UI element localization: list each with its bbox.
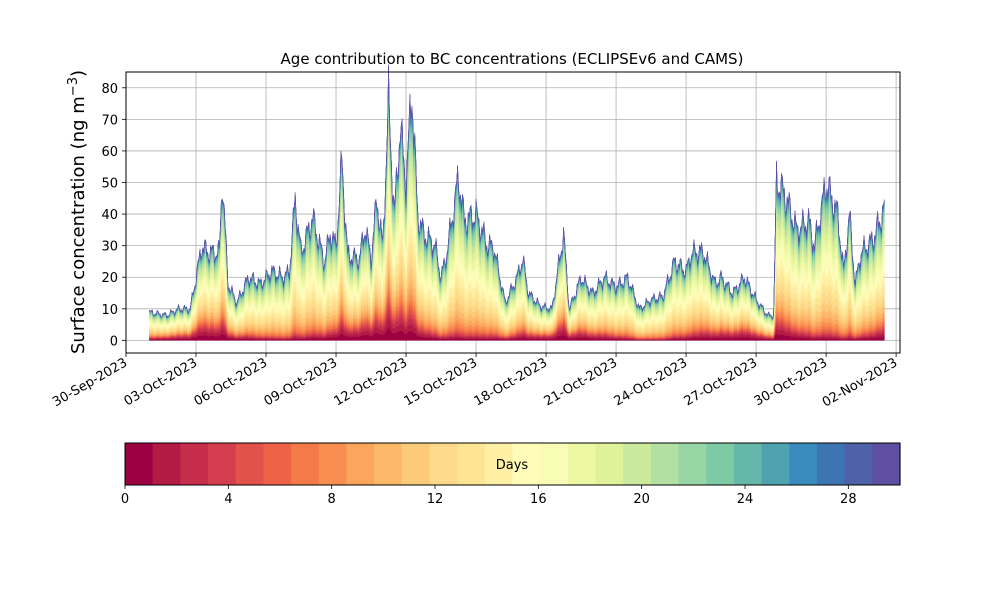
- x-ticks: 30-Sep-202303-Oct-202306-Oct-202309-Oct-…: [50, 353, 900, 410]
- y-axis-label-superscript: −3: [66, 77, 81, 96]
- colorbar-swatch: [706, 443, 735, 485]
- colorbar-tick-label: 24: [737, 492, 754, 507]
- x-tick-label: 12-Oct-2023: [332, 355, 410, 409]
- x-tick-label: 06-Oct-2023: [192, 355, 270, 409]
- colorbar-swatch: [678, 443, 707, 485]
- x-tick-label: 30-Sep-2023: [50, 355, 130, 410]
- y-axis-label-close: ): [68, 70, 89, 77]
- x-tick-label: 30-Oct-2023: [752, 355, 830, 409]
- y-axis-label: Surface concentration (ng m−3): [66, 70, 89, 354]
- y-tick-label: 0: [110, 334, 118, 349]
- colorbar-swatch: [844, 443, 873, 485]
- colorbar: Days 0 4 8 12 16 20 24 28: [121, 442, 901, 507]
- colorbar-swatch: [816, 443, 846, 485]
- colorbar-tick-label: 8: [328, 492, 336, 507]
- y-tick-label: 60: [101, 145, 118, 160]
- y-tick-label: 10: [101, 303, 118, 318]
- colorbar-swatch: [263, 443, 292, 485]
- y-tick-label: 50: [101, 177, 118, 192]
- x-tick-label: 21-Oct-2023: [542, 355, 620, 409]
- colorbar-swatch: [512, 443, 541, 485]
- axes-frame: [125, 71, 901, 354]
- colorbar-swatch: [401, 443, 431, 485]
- x-tick-label: 15-Oct-2023: [402, 355, 480, 409]
- y-tick-label: 20: [101, 271, 118, 286]
- colorbar-label: Days: [496, 458, 529, 473]
- colorbar-ticks: 0 4 8 12 16 20 24 28: [121, 485, 857, 507]
- colorbar-swatches: [125, 443, 901, 485]
- colorbar-swatch: [733, 443, 763, 485]
- colorbar-tick-label: 28: [840, 492, 857, 507]
- colorbar-swatch: [484, 443, 514, 485]
- colorbar-swatch: [152, 443, 181, 485]
- colorbar-swatch: [567, 443, 597, 485]
- y-ticks: 0 10 20 30 40 50 60 70 80: [101, 82, 126, 349]
- colorbar-swatch: [872, 443, 901, 485]
- colorbar-swatch: [595, 443, 624, 485]
- x-tick-label: 02-Nov-2023: [820, 355, 900, 410]
- plot-frame: [125, 71, 901, 354]
- colorbar-frame: [124, 442, 901, 486]
- colorbar-tick-label: 12: [427, 492, 444, 507]
- colorbar-tick-label: 20: [633, 492, 650, 507]
- colorbar-swatch: [180, 443, 209, 485]
- y-axis-label-main: Surface concentration (ng m: [68, 96, 89, 354]
- colorbar-swatch: [623, 443, 652, 485]
- stacked-area-layer: [149, 64, 885, 341]
- colorbar-swatch: [540, 443, 569, 485]
- y-tick-label: 30: [101, 240, 118, 255]
- y-tick-label: 70: [101, 113, 118, 128]
- age-layer-day-27: [149, 64, 885, 320]
- colorbar-swatch: [235, 443, 264, 485]
- colorbar-swatch: [346, 443, 375, 485]
- colorbar-swatch: [318, 443, 348, 485]
- colorbar-swatch: [789, 443, 818, 485]
- colorbar-tick-label: 16: [530, 492, 547, 507]
- chart-title: Age contribution to BC concentrations (E…: [281, 50, 744, 68]
- y-tick-label: 40: [101, 208, 118, 223]
- colorbar-tick-label: 4: [224, 492, 232, 507]
- colorbar-tick-label: 0: [121, 492, 129, 507]
- colorbar-swatch: [761, 443, 790, 485]
- y-tick-label: 80: [101, 82, 118, 97]
- x-tick-label: 27-Oct-2023: [682, 355, 760, 409]
- x-tick-label: 09-Oct-2023: [262, 355, 340, 409]
- colorbar-swatch: [650, 443, 680, 485]
- colorbar-swatch: [374, 443, 403, 485]
- colorbar-swatch: [429, 443, 458, 485]
- x-tick-label: 03-Oct-2023: [122, 355, 200, 409]
- colorbar-swatch: [457, 443, 486, 485]
- colorbar-swatch: [208, 443, 237, 485]
- x-tick-label: 24-Oct-2023: [612, 355, 690, 409]
- colorbar-swatch: [291, 443, 320, 485]
- x-tick-label: 18-Oct-2023: [472, 355, 550, 409]
- colorbar-swatch: [125, 443, 154, 485]
